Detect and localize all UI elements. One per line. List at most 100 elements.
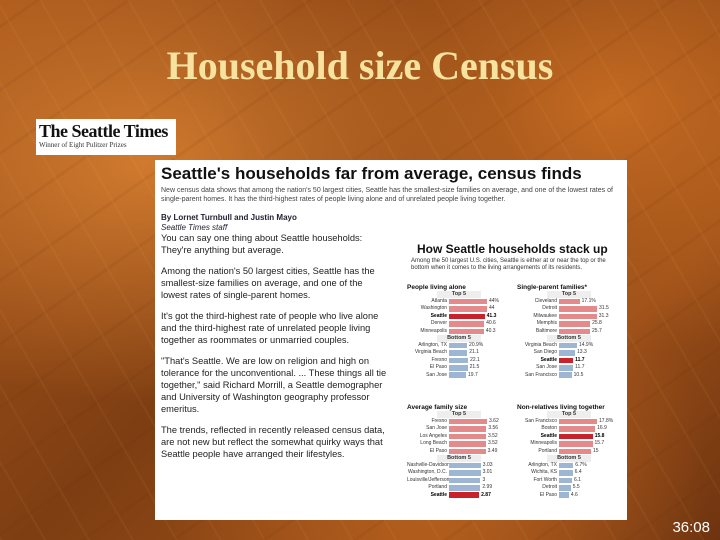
ranking-panel: Non-relatives living together Top 5 San Fr… — [517, 404, 619, 499]
value-label: 11.7 — [575, 364, 585, 371]
slide-timer: 36:08 — [672, 519, 710, 536]
city-label: El Paso — [429, 364, 447, 371]
value-label: 4.6 — [570, 491, 578, 498]
value-label: 11.7 — [575, 356, 585, 363]
value-label: 3.49 — [487, 447, 498, 454]
value-bar — [449, 492, 480, 498]
city-label: Atlanta — [431, 298, 447, 304]
city-label: Nashville-Davidson, TN — [407, 461, 449, 468]
ranking-row: Seattle 15.8 — [517, 433, 619, 440]
city-label: San Jose — [536, 364, 557, 371]
value-bar — [449, 306, 487, 312]
city-label: San Francisco — [525, 418, 557, 424]
value-label: 25.8 — [592, 320, 602, 327]
value-bar — [559, 441, 593, 447]
ranking-row: Memphis 25.8 — [517, 320, 619, 327]
value-label: 2.99 — [482, 484, 493, 491]
city-label: Washington — [420, 305, 447, 312]
ranking-row: Baltimore 25.7 — [517, 328, 619, 335]
ranking-row: Virginia Beach 21.1 — [407, 349, 509, 356]
article-deck: New census data shows that among the nat… — [161, 187, 613, 203]
city-label: Baltimore — [535, 327, 557, 334]
ranking-row: Washington 44 — [407, 305, 509, 312]
city-label: Memphis — [536, 320, 557, 327]
city-label: Seattle — [540, 432, 557, 439]
value-label: 40.3 — [485, 327, 496, 334]
value-label: 44% — [489, 298, 500, 304]
ranking-row: Louisville/Jefferson Co. 3 — [407, 477, 509, 484]
value-label: 10.5 — [573, 371, 584, 378]
ranking-row: Long Beach 3.52 — [407, 440, 509, 447]
city-label: Los Angeles — [419, 432, 447, 439]
panel-title: Single-parent families* — [517, 284, 588, 291]
panel-title: Average family size — [407, 404, 468, 411]
value-bar — [449, 357, 469, 364]
value-bar — [449, 313, 485, 320]
value-bar — [559, 462, 574, 469]
value-label: 14.9% — [578, 341, 594, 348]
ranking-row: Seattle 41.3 — [407, 313, 509, 320]
ranking-row: Wichita, KS 6.4 — [517, 469, 619, 476]
ranking-row: Nashville-Davidson, TN 3.03 — [407, 462, 509, 469]
city-label: Boston — [541, 425, 557, 432]
value-label: 31.5 — [599, 305, 609, 312]
value-label: 21.1 — [469, 349, 479, 356]
value-bar — [449, 448, 486, 454]
top-group-label: Top 5 — [547, 411, 591, 418]
ranking-row: Atlanta 44% — [407, 298, 509, 305]
article-byline: By Lornet Turnbull and Justin Mayo — [161, 213, 297, 222]
value-bar — [449, 365, 468, 371]
value-label: 17.8% — [599, 418, 614, 424]
value-label: 3.03 — [482, 461, 493, 468]
value-label: 20.9% — [469, 341, 484, 348]
ranking-row: Washington, D.C. 3.01 — [407, 469, 509, 476]
ranking-row: El Paso 3.49 — [407, 448, 509, 455]
ranking-row: San Jose 3.56 — [407, 425, 509, 432]
panel-title: Non-relatives living together — [517, 404, 605, 411]
city-label: Minneapolis — [530, 440, 557, 447]
ranking-row: Arlington, TX 6.7% — [517, 462, 619, 469]
value-bar — [449, 342, 468, 349]
top-group-label: Top 5 — [547, 291, 591, 298]
bottom-group-label: Bottom 5 — [437, 334, 481, 342]
city-label: Virginia Beach — [414, 349, 447, 356]
value-label: 3.52 — [487, 440, 498, 447]
city-label: San Francisco — [525, 371, 557, 378]
logo-name: The Seattle Times — [39, 121, 168, 141]
value-label: 13.3 — [577, 349, 587, 356]
ranking-row: Minneapolis 40.3 — [407, 328, 509, 335]
value-bar — [559, 426, 596, 432]
value-label: 15 — [593, 447, 599, 454]
ranking-row: San Francisco 17.8% — [517, 418, 619, 425]
value-label: 6.7% — [575, 461, 587, 468]
ranking-panel: Average family size Top 5 Fresno 3.62 San Jo… — [407, 404, 509, 499]
ranking-row: Cleveland 17.1% — [517, 298, 619, 305]
value-label: 3.52 — [487, 432, 498, 439]
city-label: Portland — [428, 484, 447, 491]
city-label: Seattle — [540, 356, 557, 363]
value-bar — [559, 321, 591, 327]
value-bar — [559, 357, 574, 364]
city-label: Virginia Beach — [524, 341, 557, 348]
ranking-row: Fort Worth 6.1 — [517, 477, 619, 484]
graphic-title: How Seattle households stack up — [417, 242, 608, 256]
value-label: 3.01 — [482, 469, 493, 476]
value-bar — [449, 298, 487, 305]
ranking-row: El Paso 21.5 — [407, 364, 509, 371]
article-paragraph: "That's Seattle. We are low on religion … — [161, 356, 387, 414]
logo-tagline: Winner of Eight Pulitzer Prizes — [39, 141, 127, 149]
value-bar — [559, 418, 597, 425]
city-label: Arlington, TX — [418, 341, 447, 348]
ranking-panel: Single-parent families* Top 5 Cleveland 17.… — [517, 284, 619, 379]
value-bar — [449, 485, 481, 491]
ranking-row: Fresno 3.62 — [407, 418, 509, 425]
value-label: 5.5 — [572, 484, 580, 491]
ranking-row: San Francisco 10.5 — [517, 372, 619, 379]
city-label: Washington, D.C. — [408, 469, 447, 476]
city-label: San Diego — [533, 349, 557, 356]
value-bar — [449, 328, 484, 334]
value-label: 15.7 — [594, 440, 605, 447]
value-label: 3.62 — [489, 418, 499, 424]
value-label: 6.1 — [574, 476, 581, 483]
city-label: Wichita, KS — [531, 469, 557, 476]
